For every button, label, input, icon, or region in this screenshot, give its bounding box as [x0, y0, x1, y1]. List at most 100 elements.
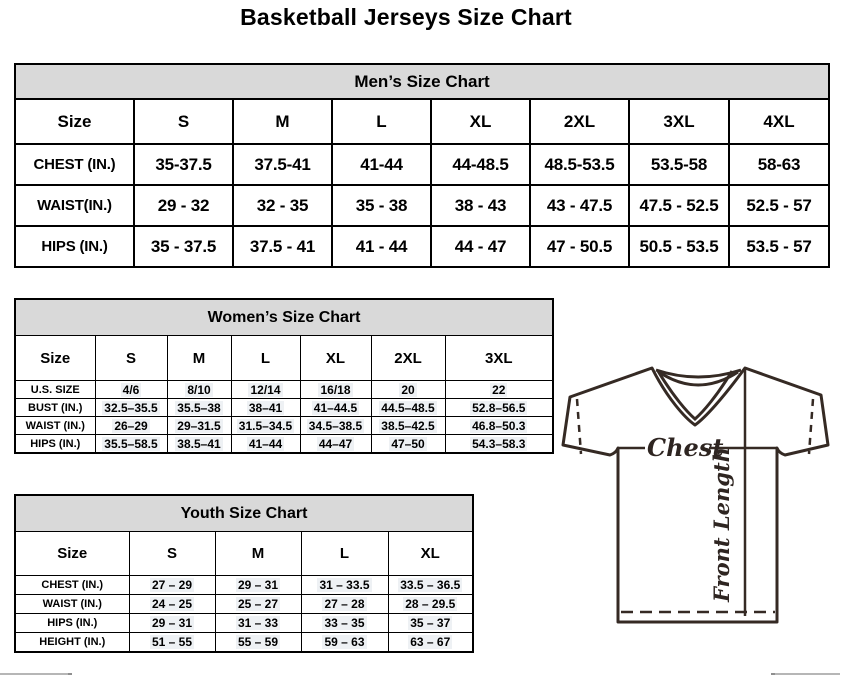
value-text: 31 – 33.5 — [317, 578, 372, 592]
value-text: 38.5–41 — [175, 436, 223, 451]
measure-value: 41-44 — [331, 143, 432, 186]
measure-value: 54.3–58.3 — [444, 434, 554, 454]
value-text: 31 – 33 — [235, 616, 281, 630]
value-text: 59 – 63 — [322, 635, 367, 649]
size-column-header: S — [94, 335, 168, 381]
measure-value: 52.5 - 57 — [727, 184, 831, 227]
value-text: 47 - 50.5 — [546, 236, 613, 256]
value-text: 4/6 — [120, 382, 142, 397]
table-row: HEIGHT (IN.) 51 – 55 55 – 59 59 – 63 63 – 67 — [14, 632, 474, 653]
measure-label: HEIGHT (IN.) — [14, 632, 130, 653]
measure-value: 8/10 — [166, 380, 232, 399]
value-text: 43 - 47.5 — [546, 195, 613, 215]
size-column-header: 4XL — [727, 98, 831, 145]
page-title: Basketball Jerseys Size Chart — [240, 4, 572, 30]
measure-value: 38–41 — [230, 398, 301, 417]
table-row: HIPS (IN.) 35.5–58.5 38.5–41 41–44 44–47 47–5… — [14, 434, 554, 454]
measure-value: 43 - 47.5 — [529, 184, 630, 227]
value-text: 47–50 — [389, 436, 427, 451]
value-text: 33 – 35 — [322, 616, 367, 630]
value-text: 44-48.5 — [452, 154, 509, 174]
size-column-header: XL — [299, 335, 372, 381]
size-column-header: 2XL — [529, 98, 630, 145]
measure-value: 46.8–50.3 — [444, 416, 554, 435]
value-text: 47.5 - 52.5 — [639, 195, 719, 215]
measure-value: 47–50 — [370, 434, 446, 454]
measure-value: 37.5-41 — [232, 143, 333, 186]
measure-value: 41 - 44 — [331, 225, 432, 268]
value-text: 32 - 35 — [256, 195, 309, 215]
table-row: HIPS (IN.) 35 - 37.5 37.5 - 41 41 - 44 44 - … — [14, 225, 831, 268]
measure-value: 24 – 25 — [128, 594, 216, 614]
measure-value: 31.5–34.5 — [230, 416, 301, 435]
scrollbar-thumb-edge[interactable] — [771, 673, 775, 675]
measure-value: 26–29 — [94, 416, 168, 435]
value-text: 8/10 — [185, 382, 213, 397]
size-column-header: 3XL — [628, 98, 730, 145]
size-column-header: M — [166, 335, 232, 381]
value-text: 41–44.5 — [311, 400, 360, 415]
value-text: 27 – 28 — [322, 597, 367, 611]
measure-label: HIPS (IN.) — [14, 613, 130, 633]
measure-label: WAIST (IN.) — [14, 416, 96, 435]
measure-value: 51 – 55 — [128, 632, 216, 653]
value-text: 12/14 — [248, 382, 283, 397]
size-column-header: M — [214, 531, 302, 576]
chest-measure-label: Chest — [647, 433, 723, 462]
value-text: 34.5–38.5 — [306, 418, 365, 433]
value-text: 41–44 — [246, 436, 285, 451]
horizontal-scrollbar-left-segment[interactable] — [0, 673, 72, 675]
value-text: 35 – 37 — [408, 616, 453, 630]
measure-value: 35 - 38 — [331, 184, 432, 227]
value-text: 24 – 25 — [149, 597, 195, 611]
size-column-header: 3XL — [444, 335, 554, 381]
horizontal-scrollbar-right-segment[interactable] — [771, 673, 840, 675]
value-text: 58-63 — [757, 154, 801, 174]
measure-value: 35-37.5 — [133, 143, 234, 186]
measure-value: 34.5–38.5 — [299, 416, 372, 435]
value-text: 32.5–35.5 — [102, 400, 160, 415]
size-column-header: S — [128, 531, 216, 576]
value-text: 52.8–56.5 — [470, 400, 528, 415]
table-title: Men’s Size Chart — [13, 63, 831, 100]
measure-value: 47.5 - 52.5 — [628, 184, 730, 227]
measure-value: 58-63 — [727, 143, 831, 186]
value-text: 35.5–38 — [175, 400, 223, 415]
measure-value: 29–31.5 — [166, 416, 232, 435]
mens-size-table: Men’s Size Chart Size S M L XL 2XL 3XL 4XL CHEST … — [13, 63, 831, 268]
size-column-header: M — [232, 98, 333, 145]
measure-value: 53.5 - 57 — [727, 225, 831, 268]
left-cuff-dashed-line — [575, 398, 583, 455]
value-text: 27 – 29 — [149, 578, 195, 592]
measure-value: 27 – 29 — [128, 575, 216, 595]
measure-value: 37.5 - 41 — [232, 225, 333, 268]
value-text: 31.5–34.5 — [236, 418, 295, 433]
measure-label: U.S. SIZE — [14, 380, 96, 399]
value-text: 29 - 32 — [157, 195, 210, 215]
value-text: 44.5–48.5 — [379, 400, 437, 415]
jersey-outline — [561, 366, 830, 624]
youth-size-table: Youth Size Chart Size S M L XL CHEST (IN.) 27 –… — [14, 494, 474, 653]
table-row: WAIST (IN.) 24 – 25 25 – 27 27 – 28 28 – 29.… — [14, 594, 474, 614]
value-text: 38.5–42.5 — [379, 418, 437, 433]
measure-value: 31 – 33 — [214, 613, 302, 633]
value-text: 16/18 — [318, 382, 353, 397]
scrollbar-thumb-edge[interactable] — [68, 673, 72, 675]
value-text: 41-44 — [360, 154, 403, 174]
size-header-cell: Size — [14, 335, 96, 381]
measure-value: 32 - 35 — [232, 184, 333, 227]
measure-value: 4/6 — [94, 380, 168, 399]
measure-value: 33.5 – 36.5 — [387, 575, 474, 595]
measure-label: WAIST (IN.) — [14, 594, 130, 614]
value-text: 37.5 - 41 — [249, 236, 316, 256]
value-text: 38 - 43 — [454, 195, 507, 215]
measure-value: 28 – 29.5 — [387, 594, 474, 614]
value-text: 35.5–58.5 — [102, 436, 160, 451]
value-text: 29–31.5 — [175, 418, 223, 433]
measure-value: 29 – 31 — [214, 575, 302, 595]
value-text: 38–41 — [246, 400, 285, 415]
value-text: 37.5-41 — [254, 154, 311, 174]
measure-label: CHEST (IN.) — [14, 143, 135, 186]
measure-label: HIPS (IN.) — [14, 434, 96, 454]
